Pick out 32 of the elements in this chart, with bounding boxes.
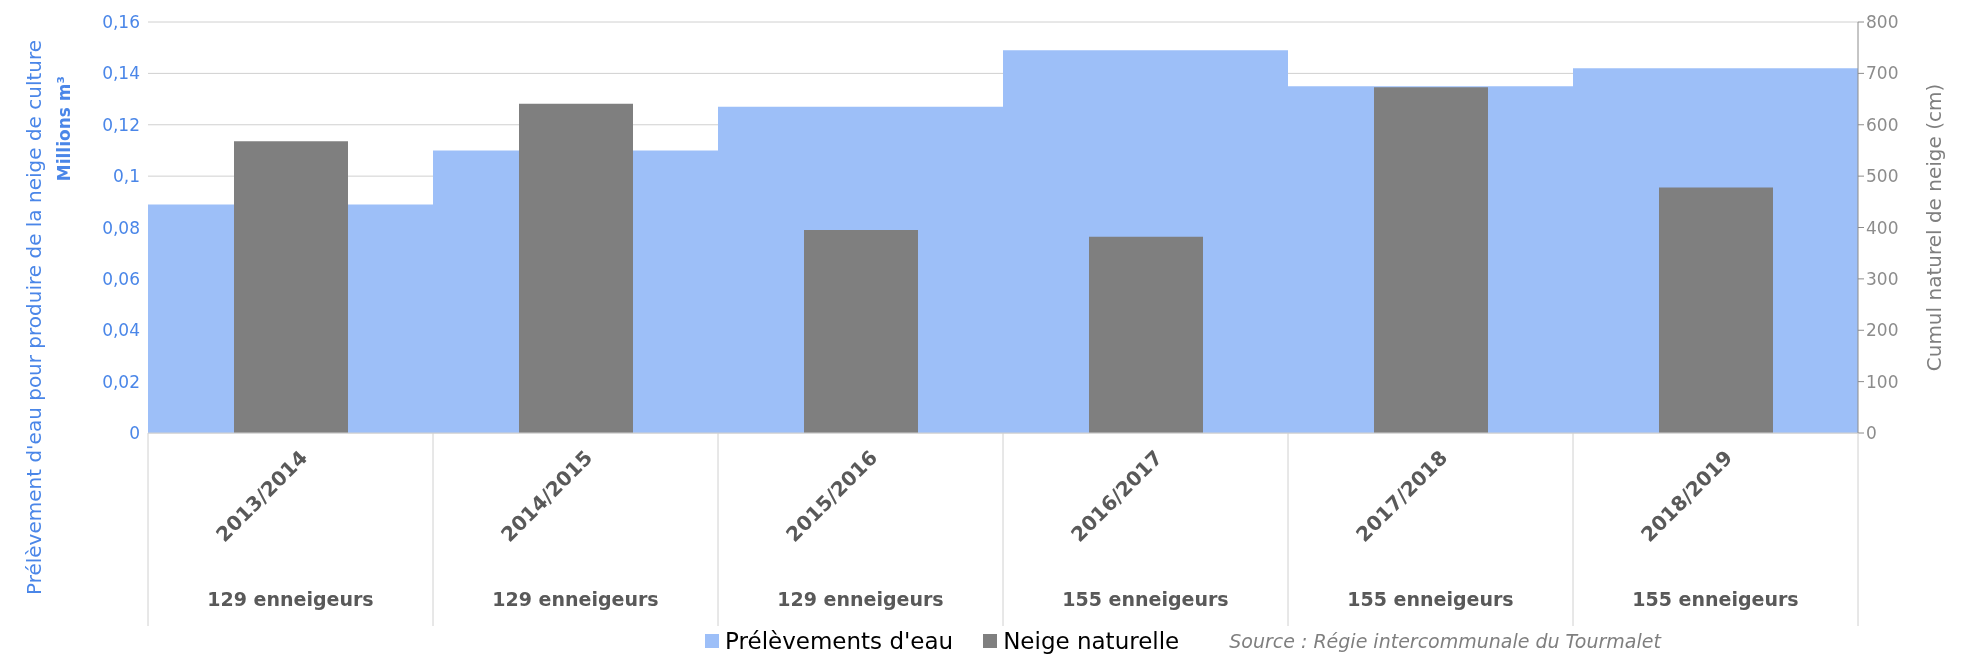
text: 155 enneigeurs xyxy=(1347,588,1514,610)
text: 129 enneigeurs xyxy=(207,588,374,610)
text: 129 enneigeurs xyxy=(777,588,944,610)
y2-tick-label: 100 xyxy=(1866,371,1899,392)
y2-tick-label: 0 xyxy=(1866,423,1877,444)
y2-tick-label: 800 xyxy=(1866,12,1899,33)
y-axis-title: Prélèvement d'eau pour produire de la neige de culture Millions m³ xyxy=(22,39,74,596)
y-tick-label: 0,04 xyxy=(102,320,140,341)
legend-label: Prélèvements d'eau xyxy=(724,628,954,654)
bar xyxy=(1089,236,1203,433)
y2-tick-label: 700 xyxy=(1866,63,1899,84)
y-tick-label: 0,08 xyxy=(102,217,140,238)
legend-label: Neige naturelle xyxy=(1002,628,1180,654)
text: 155 enneigeurs xyxy=(1632,588,1799,610)
bar xyxy=(804,230,918,433)
bar xyxy=(1659,187,1773,433)
y2-axis-title: Cumul naturel de neige (cm) xyxy=(1922,83,1946,372)
y-tick-label: 0,1 xyxy=(112,166,140,187)
y-tick-label: 0,12 xyxy=(102,114,140,135)
text: 155 enneigeurs xyxy=(1062,588,1229,610)
y-tick-label: 0,16 xyxy=(102,12,140,33)
y-tick-label: 0,14 xyxy=(102,63,140,84)
text: 129 enneigeurs xyxy=(492,588,659,610)
source-note: Source : Régie intercommunale du Tourmalet xyxy=(1229,630,1661,652)
y-tick-label: 0,02 xyxy=(102,371,140,392)
y2-tick-label: 500 xyxy=(1866,166,1899,187)
y2-tick-label: 600 xyxy=(1866,114,1899,135)
y-tick-label: 0,06 xyxy=(102,268,140,289)
y-tick-label: 0 xyxy=(129,423,140,444)
y2-tick-label: 400 xyxy=(1866,217,1899,238)
y2-tick-label: 300 xyxy=(1866,268,1899,289)
y2-tick-label: 200 xyxy=(1866,320,1899,341)
